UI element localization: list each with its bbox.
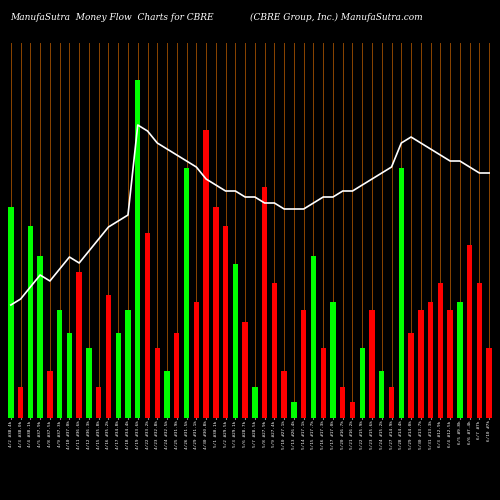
Bar: [106, 295, 111, 418]
Bar: [291, 402, 296, 417]
Bar: [457, 302, 462, 418]
Text: (CBRE Group, Inc.) ManufaSutra.com: (CBRE Group, Inc.) ManufaSutra.com: [250, 12, 422, 22]
Bar: [57, 310, 62, 418]
Bar: [476, 284, 482, 418]
Bar: [379, 372, 384, 418]
Bar: [164, 372, 170, 418]
Bar: [145, 234, 150, 418]
Bar: [398, 168, 404, 418]
Bar: [47, 372, 52, 418]
Bar: [76, 272, 82, 418]
Bar: [223, 226, 228, 418]
Bar: [252, 387, 258, 418]
Bar: [86, 348, 92, 418]
Bar: [262, 188, 268, 418]
Bar: [194, 302, 199, 418]
Bar: [28, 226, 33, 418]
Bar: [320, 348, 326, 418]
Bar: [232, 264, 238, 418]
Bar: [96, 387, 102, 418]
Bar: [66, 333, 72, 417]
Bar: [428, 302, 434, 418]
Bar: [448, 310, 453, 418]
Bar: [154, 348, 160, 418]
Bar: [272, 284, 277, 418]
Bar: [184, 168, 189, 418]
Bar: [408, 333, 414, 417]
Bar: [370, 310, 374, 418]
Bar: [486, 348, 492, 418]
Bar: [8, 206, 14, 418]
Bar: [418, 310, 424, 418]
Bar: [213, 206, 218, 418]
Bar: [135, 80, 140, 417]
Bar: [389, 387, 394, 418]
Bar: [126, 310, 130, 418]
Bar: [116, 333, 121, 417]
Bar: [330, 302, 336, 418]
Bar: [350, 402, 355, 417]
Bar: [340, 387, 345, 418]
Bar: [18, 387, 24, 418]
Bar: [301, 310, 306, 418]
Bar: [438, 284, 443, 418]
Text: ManufaSutra  Money Flow  Charts for CBRE: ManufaSutra Money Flow Charts for CBRE: [10, 12, 214, 22]
Bar: [38, 256, 43, 418]
Bar: [311, 256, 316, 418]
Bar: [174, 333, 180, 417]
Bar: [242, 322, 248, 418]
Bar: [360, 348, 365, 418]
Bar: [204, 130, 209, 418]
Bar: [467, 245, 472, 418]
Bar: [282, 372, 287, 418]
